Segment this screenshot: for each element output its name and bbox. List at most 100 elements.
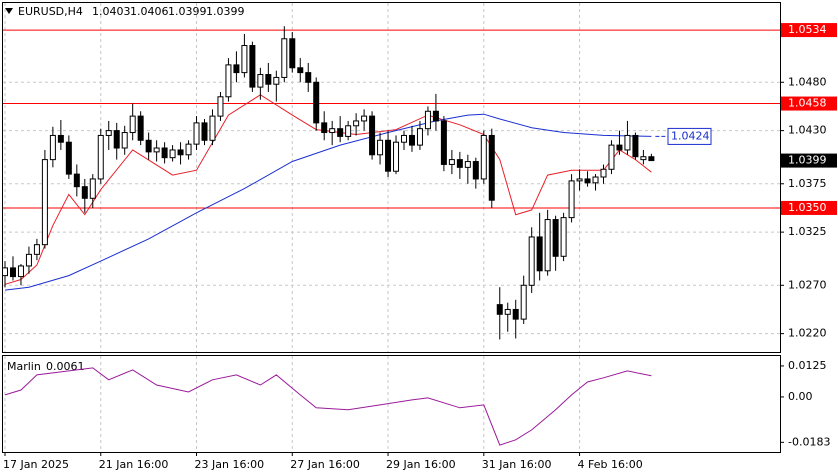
candle-body <box>113 130 120 149</box>
candle-body <box>408 134 415 146</box>
candle-body <box>544 219 551 272</box>
candle-body <box>33 244 40 255</box>
y-tick-label: 1.0375 <box>788 177 827 190</box>
candle-body <box>592 176 599 184</box>
level-label: 1.0458 <box>788 97 827 110</box>
candle-body <box>273 76 280 85</box>
candle-body <box>177 149 184 156</box>
candle-body <box>105 130 112 136</box>
candle-body <box>169 149 176 159</box>
candle-body <box>257 74 264 88</box>
candle-body <box>393 141 400 172</box>
y-tick-label: 1.0220 <box>788 327 827 340</box>
candle-body <box>464 161 471 168</box>
candle-body <box>233 64 240 74</box>
header-high: 1.0406 <box>130 5 169 18</box>
ma-label: 1.0424 <box>671 129 710 142</box>
candle-body <box>361 115 368 122</box>
candle-body <box>17 265 24 278</box>
candle-body <box>185 143 192 156</box>
candle-body <box>121 132 128 149</box>
candle-body <box>353 120 360 127</box>
y-tick-label: 1.0325 <box>788 225 827 238</box>
candle-body <box>512 308 519 320</box>
candle-body <box>584 178 591 184</box>
price-panel <box>2 2 781 353</box>
candle-body <box>345 125 352 137</box>
candle-body <box>89 178 96 199</box>
candle-body <box>624 134 631 151</box>
candle-body <box>576 178 583 182</box>
candle-body <box>305 72 312 83</box>
candle-body <box>520 284 527 320</box>
candle-body <box>193 122 200 145</box>
level-label: 1.0350 <box>788 201 827 214</box>
x-tick-label: 21 Jan 16:00 <box>99 458 169 471</box>
indicator-name: Marlin <box>7 360 41 373</box>
candle-body <box>57 134 64 143</box>
header-low: 1.0399 <box>168 5 207 18</box>
header-close: 1.0399 <box>206 5 245 18</box>
candle-body <box>73 173 80 188</box>
candle-body <box>496 304 503 315</box>
candle-body <box>65 141 72 175</box>
level-label: 1.0534 <box>788 23 827 36</box>
candle-body <box>432 110 439 122</box>
candle-body <box>137 115 144 141</box>
indicator-line <box>4 367 652 446</box>
candle-body <box>2 267 8 277</box>
candle-body <box>81 186 88 199</box>
x-tick-label: 29 Jan 16:00 <box>386 458 456 471</box>
candle-body <box>448 159 455 165</box>
candle-body <box>369 115 376 156</box>
x-tick-label: 23 Jan 16:00 <box>195 458 265 471</box>
moving-average <box>4 94 652 285</box>
level-label-box <box>781 23 837 38</box>
candle-body <box>504 308 511 315</box>
candle-body <box>488 134 495 201</box>
candle-body <box>217 96 224 117</box>
menu-triangle <box>5 8 13 14</box>
chart-title: EURUSD,H4 <box>18 5 83 18</box>
y-tick-label: -0.0183 <box>788 435 830 448</box>
candle-body <box>424 110 431 130</box>
x-tick-label: 27 Jan 16:00 <box>290 458 360 471</box>
candle-body <box>49 134 56 161</box>
x-tick-label: 17 Jan 2025 <box>3 458 69 471</box>
candle-body <box>161 147 168 159</box>
candle-body <box>632 134 639 158</box>
candle-body <box>25 253 32 267</box>
header-open: 1.0403 <box>92 5 131 18</box>
candle-body <box>97 134 104 180</box>
ma-label-box <box>667 127 712 145</box>
moving-average <box>4 113 652 291</box>
candle-body <box>616 144 623 151</box>
candle-body <box>329 128 336 134</box>
candle-body <box>552 219 559 257</box>
candle-body <box>440 120 447 165</box>
candle-body <box>416 128 423 146</box>
candle-body <box>41 159 48 246</box>
candle-body <box>297 67 304 74</box>
candle-body <box>648 156 655 162</box>
candle-body <box>608 144 615 170</box>
candle-body <box>536 236 543 272</box>
candle-body <box>640 156 647 161</box>
level-label-box <box>781 200 837 215</box>
y-tick-label: 1.0480 <box>788 75 827 88</box>
price-box <box>781 153 837 168</box>
candle-body <box>321 122 328 134</box>
y-tick-label: 1.0430 <box>788 124 827 137</box>
candle-body <box>456 159 463 168</box>
candle-body <box>249 45 256 88</box>
candle-body <box>289 38 296 69</box>
level-label-box <box>781 96 837 111</box>
candle-body <box>129 115 136 134</box>
candle-body <box>313 81 320 124</box>
candle-body <box>560 217 567 257</box>
candle-body <box>281 38 288 78</box>
candle-body <box>472 161 479 180</box>
candle-body <box>145 139 152 153</box>
candle-body <box>209 115 216 141</box>
